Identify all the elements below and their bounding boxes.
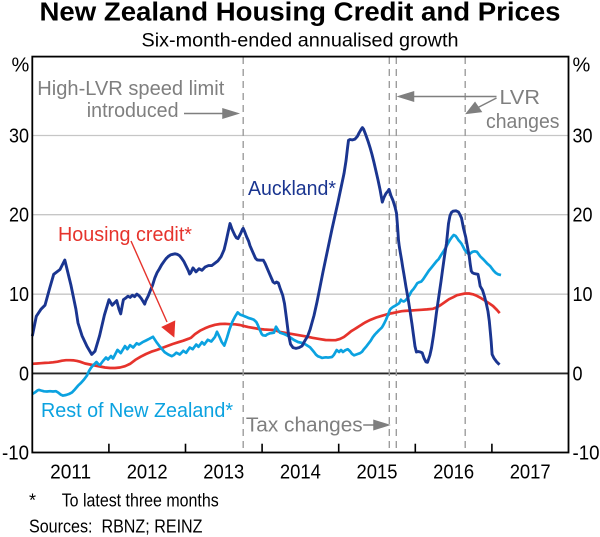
svg-text:-10: -10 bbox=[573, 443, 600, 465]
svg-text:Six-month-ended annualised gro: Six-month-ended annualised growth bbox=[142, 30, 459, 52]
svg-text:10: 10 bbox=[573, 284, 593, 306]
svg-text:*: * bbox=[29, 491, 36, 511]
svg-text:30: 30 bbox=[573, 126, 593, 148]
svg-text:2012: 2012 bbox=[127, 461, 168, 483]
svg-text:-10: -10 bbox=[2, 443, 29, 465]
svg-text:Auckland*: Auckland* bbox=[248, 177, 336, 200]
svg-text:2014: 2014 bbox=[280, 461, 321, 483]
svg-text:changes: changes bbox=[486, 110, 560, 133]
svg-text:2015: 2015 bbox=[357, 461, 398, 483]
svg-text:0: 0 bbox=[573, 363, 583, 385]
svg-text:30: 30 bbox=[9, 126, 29, 148]
svg-text:10: 10 bbox=[9, 284, 29, 306]
svg-text:Housing credit*: Housing credit* bbox=[58, 223, 192, 246]
svg-text:2011: 2011 bbox=[50, 461, 91, 483]
svg-text:To latest three months: To latest three months bbox=[62, 491, 219, 511]
svg-text:Rest of New Zealand*: Rest of New Zealand* bbox=[41, 399, 233, 422]
svg-text:20: 20 bbox=[9, 205, 29, 227]
svg-text:Tax changes: Tax changes bbox=[246, 414, 363, 437]
svg-text:High-LVR speed limit: High-LVR speed limit bbox=[37, 77, 224, 100]
svg-text:0: 0 bbox=[19, 363, 29, 385]
svg-text:2016: 2016 bbox=[433, 461, 474, 483]
svg-text:20: 20 bbox=[573, 205, 593, 227]
svg-text:%: % bbox=[12, 55, 30, 77]
svg-text:2017: 2017 bbox=[510, 461, 551, 483]
svg-text:%: % bbox=[573, 55, 591, 77]
svg-text:New Zealand Housing Credit and: New Zealand Housing Credit and Prices bbox=[40, 0, 561, 26]
svg-text:introduced: introduced bbox=[87, 99, 179, 122]
svg-text:Sources: RBNZ; REINZ: Sources: RBNZ; REINZ bbox=[29, 517, 203, 537]
svg-text:LVR: LVR bbox=[500, 86, 541, 109]
svg-text:2013: 2013 bbox=[203, 461, 244, 483]
